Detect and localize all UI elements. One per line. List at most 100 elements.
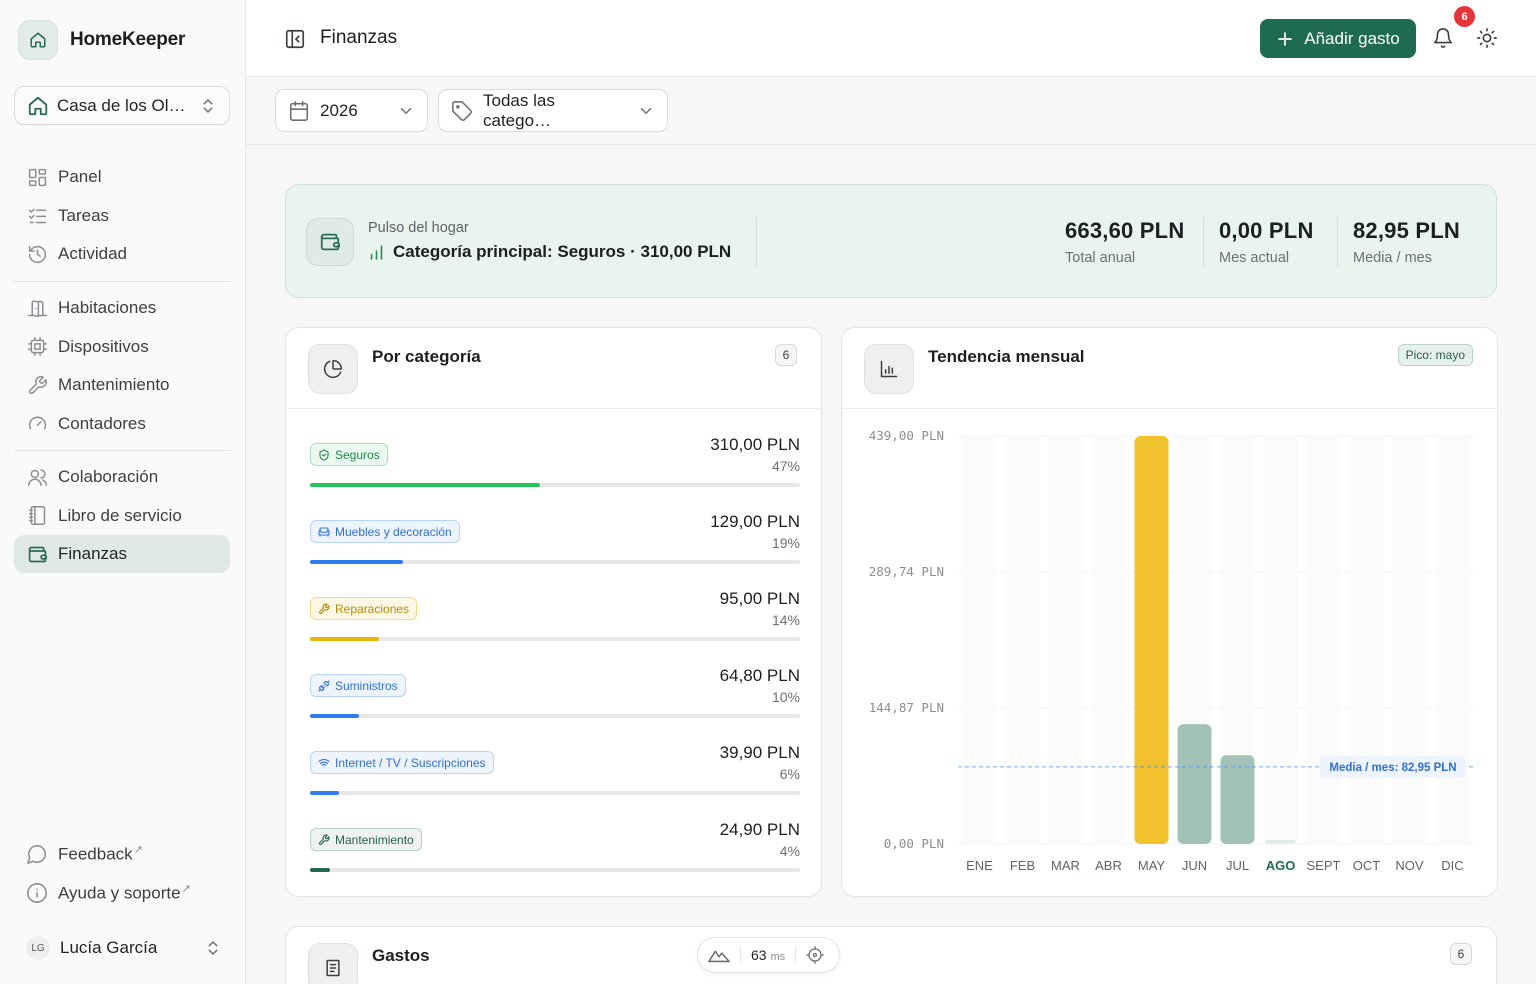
category-filter[interactable]: Todas las catego… bbox=[438, 89, 668, 132]
sidebar-toggle-icon[interactable] bbox=[284, 28, 306, 50]
app-name: HomeKeeper bbox=[70, 29, 186, 50]
kpi-label: Mes actual bbox=[1219, 250, 1290, 266]
nav-item-mantenimiento[interactable]: Mantenimiento bbox=[14, 366, 230, 404]
nav-item-panel[interactable]: Panel bbox=[14, 158, 230, 196]
mountain-icon bbox=[708, 947, 730, 963]
nav-item-colaboracion[interactable]: Colaboración bbox=[14, 458, 230, 496]
bar bbox=[1134, 436, 1169, 844]
history-icon bbox=[26, 243, 48, 265]
help-link[interactable]: Ayuda y soporte↗ bbox=[14, 874, 230, 912]
page-title: Finanzas bbox=[320, 27, 398, 48]
x-tick-label: MAR bbox=[1051, 858, 1080, 873]
category-bar-fill bbox=[310, 483, 541, 487]
category-tag: Suministros bbox=[310, 674, 406, 697]
category-percent: 47% bbox=[771, 458, 800, 474]
bar-bg bbox=[1349, 436, 1384, 844]
category-bar-fill bbox=[310, 637, 379, 641]
expenses-card: Gastos 6 bbox=[285, 926, 1497, 984]
pulse-label: Pulso del hogar bbox=[368, 220, 469, 236]
home-selector[interactable]: Casa de los Ol… bbox=[14, 86, 230, 125]
home-selector-label: Casa de los Ol… bbox=[57, 95, 186, 115]
monthly-trend-chart: 0,00 PLN 144,87 PLN 289,74 PLN 439,00 PLN EN… bbox=[869, 428, 1474, 873]
household-pulse-card: Pulso del hogar Categoría principal: Seg… bbox=[285, 184, 1497, 298]
bar-bg bbox=[1392, 436, 1427, 844]
crosshair-icon[interactable] bbox=[806, 946, 825, 964]
performance-widget[interactable]: 63 ms bbox=[697, 937, 840, 973]
bell-icon[interactable] bbox=[1432, 27, 1454, 49]
top-category: Categoría principal: Seguros · 310,00 PL… bbox=[368, 242, 731, 262]
nav-item-tareas[interactable]: Tareas bbox=[14, 197, 230, 235]
category-bar-track bbox=[310, 560, 800, 564]
feedback-link[interactable]: Feedback↗ bbox=[14, 835, 230, 873]
gauge-icon bbox=[26, 413, 48, 435]
category-amount: 24,90 PLN bbox=[719, 820, 800, 839]
category-row[interactable]: Internet / TV / Suscripciones 39,90 PLN … bbox=[310, 743, 800, 821]
add-expense-label: Añadir gasto bbox=[1304, 28, 1400, 48]
brand[interactable]: HomeKeeper bbox=[18, 20, 185, 60]
nav-item-actividad[interactable]: Actividad bbox=[14, 235, 230, 273]
nav-item-finanzas[interactable]: Finanzas bbox=[14, 535, 230, 573]
bar bbox=[1177, 724, 1212, 844]
category-tag-label: Suministros bbox=[335, 678, 398, 693]
category-bar-track bbox=[310, 637, 800, 641]
x-tick-label: FEB bbox=[1010, 858, 1035, 873]
chevron-updown-icon bbox=[199, 97, 217, 115]
category-row[interactable]: Mantenimiento 24,90 PLN 4% bbox=[310, 820, 800, 898]
user-menu[interactable]: LG Lucía García bbox=[26, 936, 222, 960]
bar-bg bbox=[1005, 436, 1040, 844]
nav-item-libro-servicio[interactable]: Libro de servicio bbox=[14, 497, 230, 535]
nav-item-dispositivos[interactable]: Dispositivos bbox=[14, 328, 230, 366]
divider bbox=[842, 408, 1497, 409]
avatar: LG bbox=[26, 936, 50, 960]
divider bbox=[286, 408, 821, 409]
nav-item-label: Mantenimiento bbox=[58, 375, 170, 394]
category-percent: 10% bbox=[771, 689, 800, 705]
card-title: Tendencia mensual bbox=[928, 347, 1085, 366]
bar-bg bbox=[962, 436, 997, 844]
kpi-value: 82,95 PLN bbox=[1353, 218, 1460, 243]
category-tag: Reparaciones bbox=[310, 597, 418, 620]
bar bbox=[1220, 755, 1255, 844]
year-filter[interactable]: 2026 bbox=[275, 89, 428, 132]
category-filter-value: Todas las catego… bbox=[483, 90, 555, 130]
count-badge: 6 bbox=[775, 344, 797, 366]
x-tick-label: ABR bbox=[1095, 858, 1122, 873]
home-logo-icon bbox=[18, 20, 58, 60]
nav-item-contadores[interactable]: Contadores bbox=[14, 405, 230, 443]
nav-other: Colaboración Libro de servicio Finanzas bbox=[14, 458, 230, 574]
average-label-box bbox=[1320, 755, 1466, 778]
category-tag: Seguros bbox=[310, 443, 388, 466]
category-row[interactable]: Seguros 310,00 PLN 47% bbox=[310, 435, 800, 513]
category-row[interactable]: Muebles y decoración 129,00 PLN 19% bbox=[310, 512, 800, 590]
nav-item-label: Feedback↗ bbox=[58, 844, 143, 864]
category-tag-label: Mantenimiento bbox=[335, 832, 414, 847]
category-amount: 129,00 PLN bbox=[710, 512, 800, 531]
category-row[interactable]: Suministros 64,80 PLN 10% bbox=[310, 666, 800, 744]
grid-icon bbox=[26, 166, 48, 188]
bar bbox=[1265, 840, 1296, 844]
nav-footer: Feedback↗ Ayuda y soporte↗ bbox=[14, 835, 230, 912]
user-name: Lucía García bbox=[60, 938, 158, 957]
category-row[interactable]: Reparaciones 95,00 PLN 14% bbox=[310, 589, 800, 667]
x-tick-label: JUL bbox=[1226, 858, 1249, 873]
book-icon bbox=[26, 505, 48, 527]
sun-icon[interactable] bbox=[1476, 27, 1498, 49]
home-icon bbox=[27, 95, 49, 117]
wallet-icon bbox=[26, 543, 48, 565]
wrench-icon bbox=[318, 833, 330, 846]
kpi-media-mes: 82,95 PLN Media / mes bbox=[1353, 218, 1460, 266]
divider bbox=[756, 217, 757, 267]
x-tick-label: AGO bbox=[1266, 858, 1296, 873]
add-expense-button[interactable]: Añadir gasto bbox=[1260, 19, 1416, 58]
bar-bg bbox=[1091, 436, 1126, 844]
kpi-label: Media / mes bbox=[1353, 250, 1432, 266]
sidebar: HomeKeeper Casa de los Ol… Panel Tareas … bbox=[0, 0, 246, 984]
x-tick-label: OCT bbox=[1353, 858, 1381, 873]
chat-icon bbox=[26, 843, 48, 865]
bar-bg bbox=[1435, 436, 1470, 844]
y-tick-label: 144,87 PLN bbox=[869, 700, 944, 715]
wallet-icon bbox=[306, 218, 354, 266]
x-tick-label: JUN bbox=[1182, 858, 1207, 873]
nav-item-habitaciones[interactable]: Habitaciones bbox=[14, 289, 230, 327]
bar-bg bbox=[1306, 436, 1341, 844]
